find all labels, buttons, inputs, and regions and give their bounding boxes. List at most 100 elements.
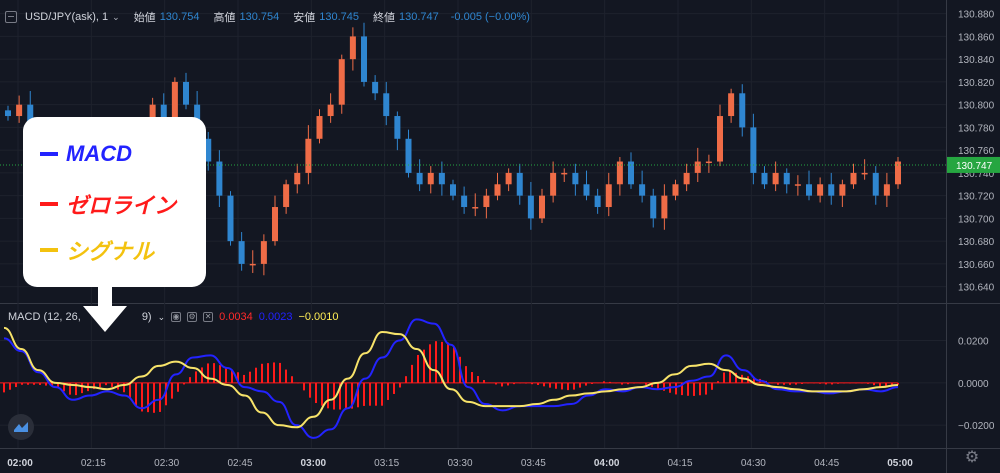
histogram-bar: [9, 382, 11, 390]
gear-icon[interactable]: ⚙: [964, 449, 980, 466]
candle-body: [828, 184, 835, 196]
histogram-bar: [27, 382, 29, 385]
legend-zero-label: ゼロライン: [66, 193, 177, 218]
tradingview-logo-icon[interactable]: [8, 414, 34, 440]
legend-macd-label: MACD: [66, 141, 132, 166]
candle-body: [583, 184, 590, 196]
histogram-bar: [555, 382, 557, 389]
candle-body: [883, 184, 890, 196]
candle-body: [427, 172, 434, 185]
histogram-bar: [693, 382, 695, 396]
candle-body: [605, 184, 612, 208]
candle-body: [527, 195, 534, 219]
settings-icon[interactable]: ⚙: [187, 312, 198, 322]
candle-body: [717, 116, 723, 162]
candle-body: [238, 241, 245, 264]
histogram-bar: [75, 382, 77, 396]
candle-body: [383, 93, 390, 117]
histogram-bar: [273, 362, 275, 383]
open-value: 130.754: [159, 11, 200, 23]
candle-body: [216, 161, 223, 196]
hist-value: 0.0034: [219, 311, 253, 323]
histogram-bar: [357, 382, 359, 408]
price-tick-label: 130.780: [958, 123, 995, 134]
price-tick-label: 130.680: [958, 237, 995, 248]
candle-body: [850, 172, 857, 185]
histogram-bar: [873, 382, 875, 386]
macd-line-swatch: [40, 152, 58, 156]
histogram-bar: [705, 382, 707, 395]
histogram-bar: [255, 367, 257, 383]
candle-body: [550, 172, 557, 196]
candle-body: [750, 127, 757, 173]
histogram-bar: [81, 382, 83, 394]
price-tick-label: 130.840: [958, 55, 995, 66]
histogram-bar: [279, 362, 281, 383]
histogram-bar: [573, 382, 575, 390]
time-tick-label: 05:00: [887, 458, 913, 469]
histogram-bar: [453, 347, 455, 383]
time-tick-label: 04:30: [741, 458, 766, 469]
candle-body: [450, 184, 456, 196]
last-price-label: 130.747: [956, 161, 993, 172]
last-price-badge: [947, 156, 1000, 173]
histogram-bar: [243, 374, 245, 383]
candle-body: [305, 138, 312, 173]
histogram-bar: [135, 382, 137, 406]
macd-study-name[interactable]: MACD (12, 26, 9): [8, 311, 152, 323]
histogram-bar: [645, 382, 647, 385]
histogram-bar: [171, 382, 173, 399]
candle-body: [594, 195, 601, 208]
high-label: 高値: [213, 12, 236, 24]
price-tick-label: 130.880: [958, 10, 995, 21]
candle-body: [561, 172, 568, 175]
candle-body: [616, 161, 623, 185]
candle-body: [672, 184, 679, 196]
candle-body: [16, 104, 23, 117]
histogram-bar: [195, 371, 197, 383]
delete-icon[interactable]: ✕: [203, 312, 214, 322]
candle-body: [394, 116, 401, 139]
histogram-bar: [567, 382, 569, 391]
histogram-bar: [513, 382, 515, 385]
histogram-bar: [219, 365, 221, 383]
close-value: 130.747: [398, 11, 439, 23]
histogram-bar: [225, 367, 227, 383]
chevron-down-icon[interactable]: ⌄: [157, 311, 166, 322]
candle-body: [872, 172, 879, 196]
chevron-down-icon[interactable]: ⌄: [112, 11, 120, 22]
candle-body: [505, 172, 512, 185]
candle-body: [5, 110, 11, 117]
collapse-icon[interactable]: [5, 11, 17, 23]
eye-icon[interactable]: ◉: [171, 312, 182, 322]
histogram-bar: [663, 382, 665, 391]
histogram-bar: [39, 382, 41, 385]
candle-body: [227, 195, 234, 242]
arrow-down-icon: [98, 287, 112, 307]
candle-body: [494, 184, 501, 196]
histogram-bar: [249, 371, 251, 383]
macd-tick-label: 0.0000: [958, 379, 989, 390]
histogram-bar: [531, 382, 533, 385]
histogram-bar: [897, 382, 899, 385]
low-label: 安値: [293, 12, 316, 24]
histogram-bar: [303, 382, 305, 391]
histogram-bar: [21, 382, 23, 385]
histogram-bar: [471, 372, 473, 383]
histogram-bar: [315, 382, 317, 404]
histogram-bar: [579, 382, 581, 388]
histogram-bar: [423, 349, 425, 383]
histogram-bar: [561, 382, 563, 390]
histogram-bar: [507, 382, 509, 386]
candle-body: [794, 184, 801, 186]
candle-body: [472, 207, 479, 209]
low-value: 130.745: [319, 11, 359, 23]
candle-body: [694, 161, 701, 173]
histogram-bar: [699, 382, 701, 396]
signal-value: −0.0010: [298, 311, 339, 323]
histogram-bar: [189, 377, 191, 383]
histogram-bar: [537, 382, 539, 385]
candle-body: [316, 116, 323, 139]
symbol-name[interactable]: USD/JPY(ask), 1: [25, 11, 109, 23]
high-value: 130.754: [239, 11, 280, 23]
